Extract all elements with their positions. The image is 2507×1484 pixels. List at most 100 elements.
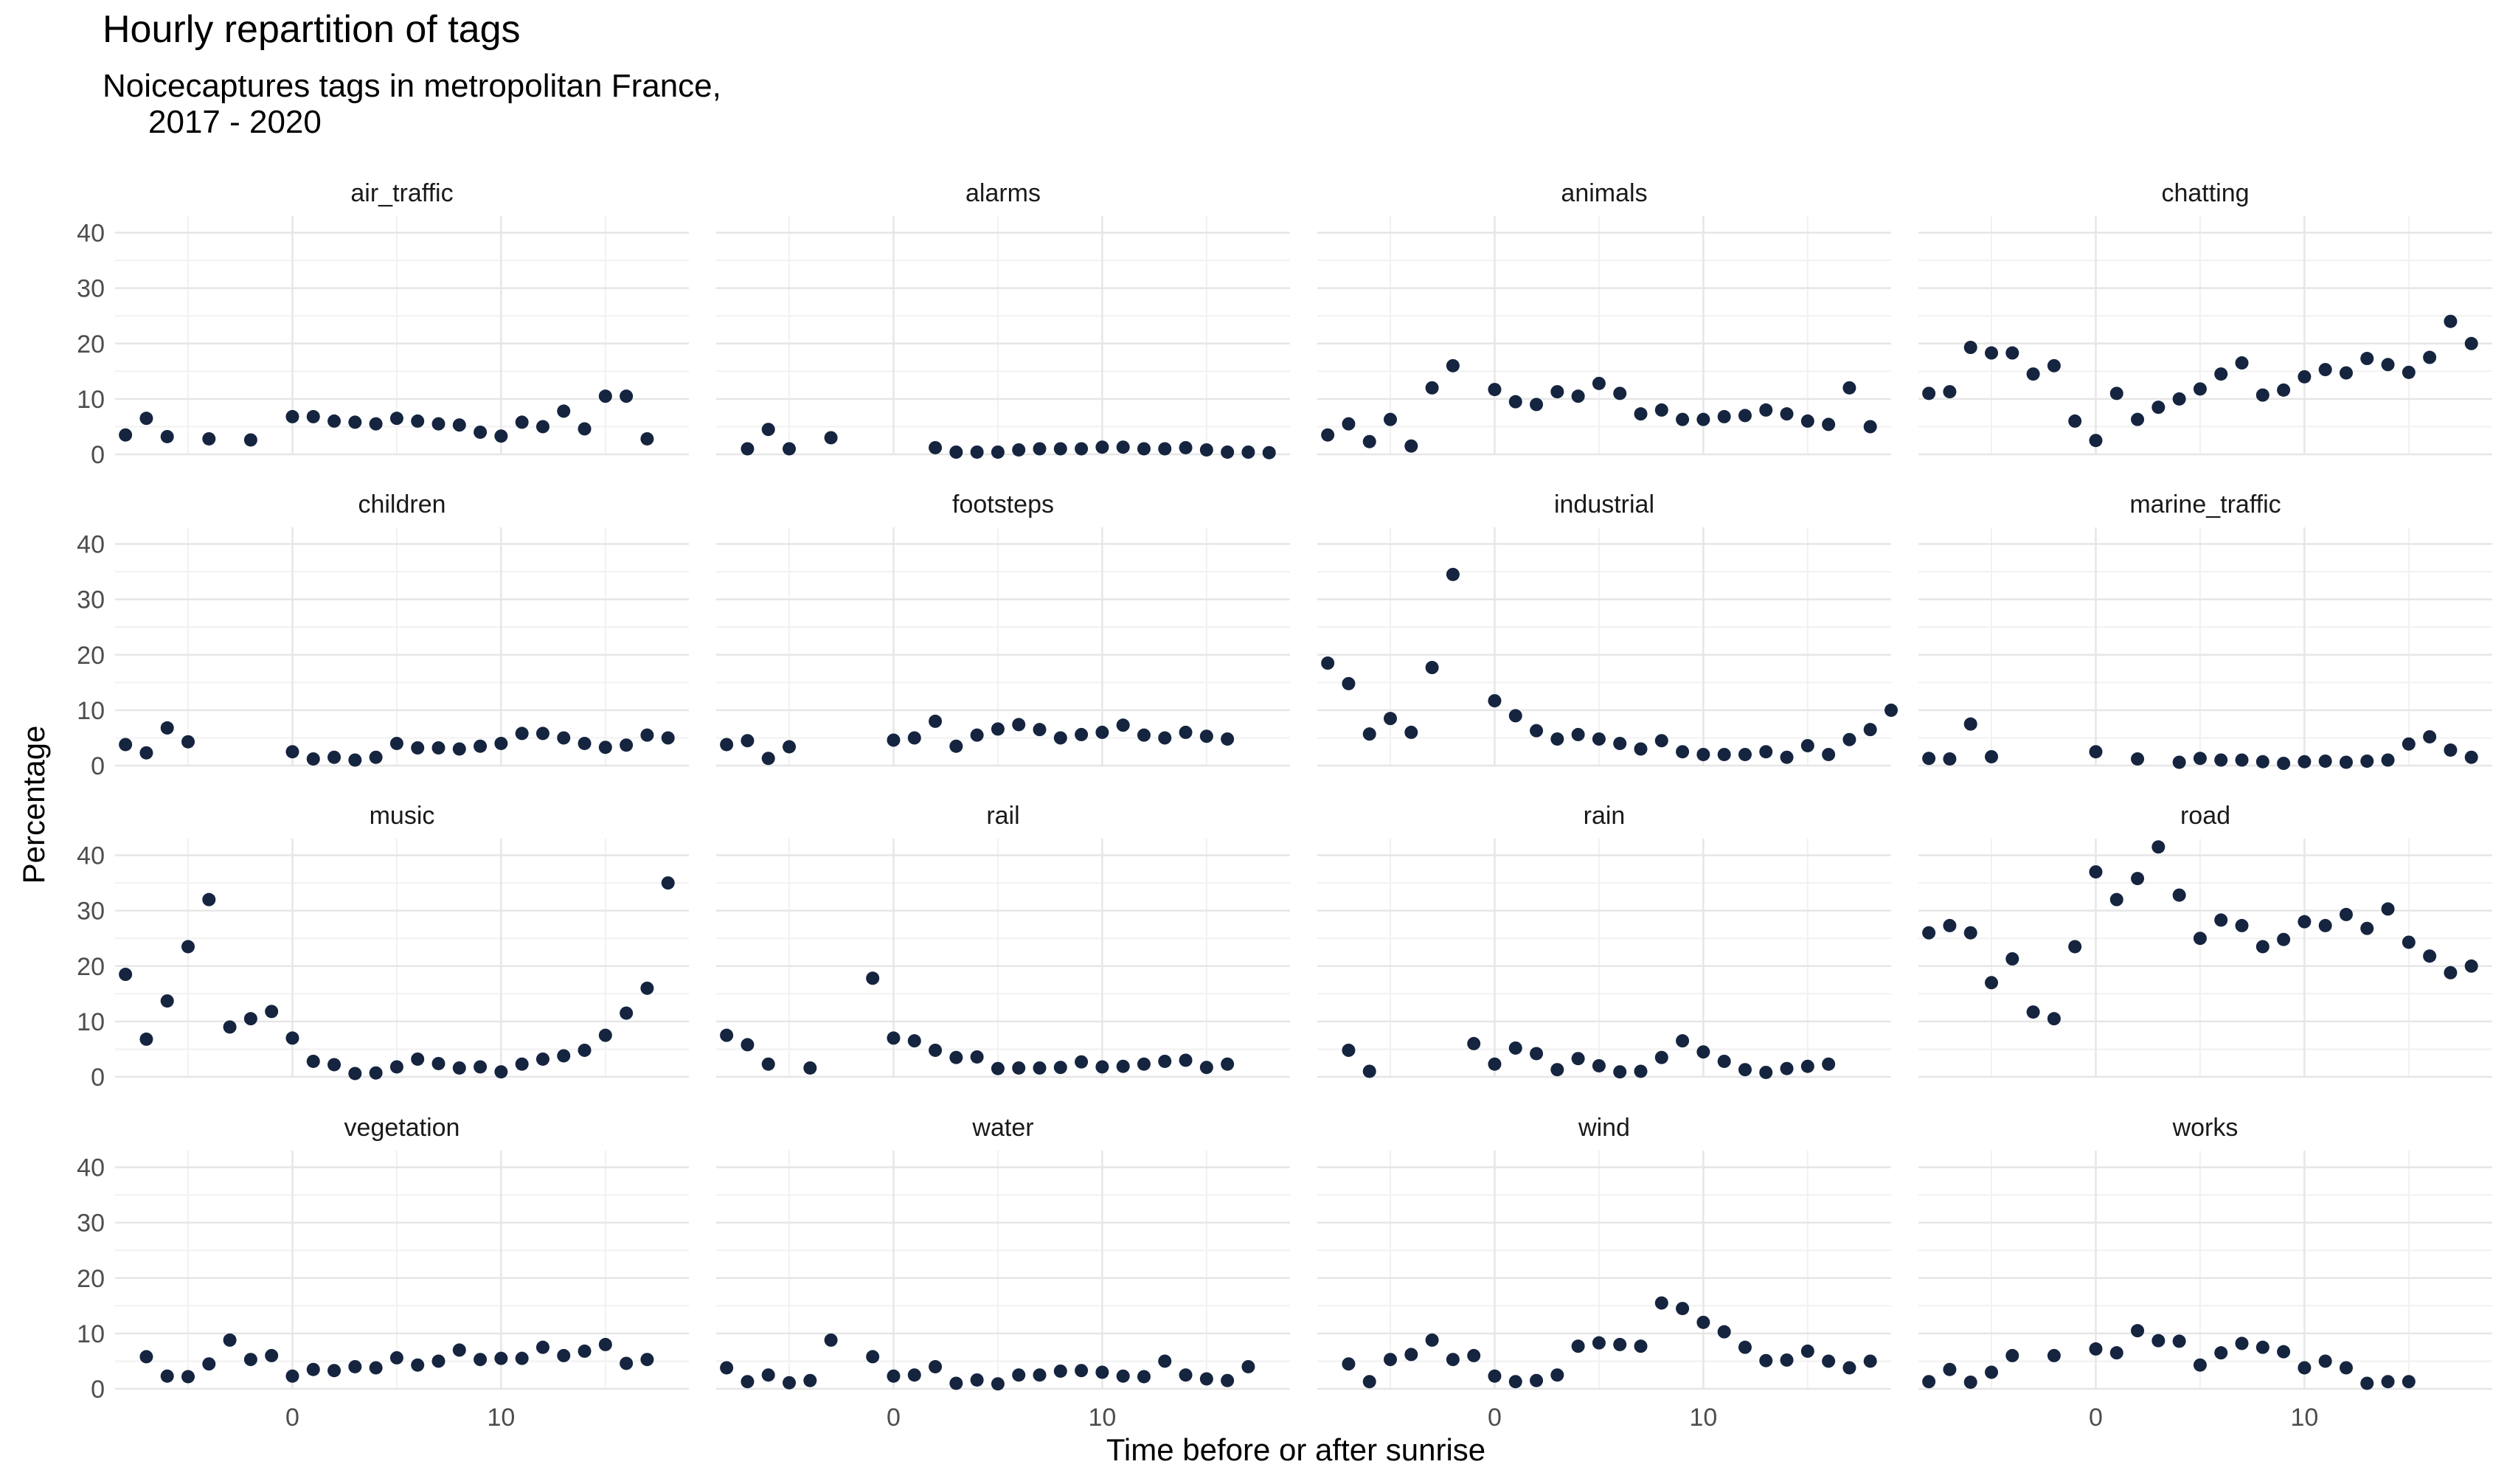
y-tick-label: 30	[77, 1210, 105, 1238]
data-point	[1985, 976, 1999, 990]
data-point	[431, 417, 445, 431]
data-point	[1759, 403, 1773, 417]
data-point	[369, 1066, 383, 1080]
data-point	[1550, 732, 1564, 746]
data-point	[1922, 386, 1936, 401]
data-point	[2214, 1346, 2228, 1360]
data-point	[1963, 717, 1977, 731]
panel-alarms: alarms	[716, 179, 1290, 460]
panel-rain: rain	[1317, 802, 1891, 1079]
panel-vegetation: vegetation 0 10 20 30 40 0 10	[77, 1114, 689, 1432]
data-point	[991, 445, 1005, 459]
data-point	[2464, 750, 2478, 764]
data-point	[1530, 398, 1544, 412]
data-point	[1717, 747, 1731, 761]
data-point	[2193, 752, 2207, 766]
data-point	[783, 1376, 797, 1390]
data-point	[1508, 709, 1522, 723]
data-point	[1613, 1337, 1627, 1351]
data-point	[2109, 386, 2123, 401]
data-point	[1199, 443, 1213, 457]
data-point	[202, 1357, 216, 1371]
data-point	[1342, 1357, 1356, 1371]
data-point	[1221, 445, 1235, 459]
data-point	[1717, 1325, 1731, 1339]
data-point	[2131, 752, 2145, 766]
data-point	[970, 728, 984, 742]
data-point	[389, 736, 403, 750]
data-point	[640, 728, 654, 742]
data-point	[1384, 412, 1398, 426]
y-tick-label: 40	[77, 220, 105, 248]
data-point	[1137, 1370, 1151, 1384]
data-point	[1654, 734, 1668, 748]
data-point	[2381, 1375, 2395, 1389]
data-point	[1012, 718, 1026, 732]
data-point	[1116, 440, 1130, 454]
data-point	[243, 433, 257, 447]
data-point	[991, 722, 1005, 736]
y-tick-label: 30	[77, 275, 105, 303]
facet-strip-label: chatting	[2161, 179, 2249, 207]
data-point	[1780, 1353, 1794, 1367]
data-point	[1075, 1364, 1089, 1378]
data-point	[1943, 918, 1957, 932]
data-point	[265, 1005, 279, 1019]
data-point	[1800, 414, 1814, 428]
data-point	[1780, 407, 1794, 421]
data-point	[474, 1060, 488, 1074]
data-point	[139, 1350, 153, 1364]
y-tick-label: 40	[77, 531, 105, 559]
data-point	[1759, 1065, 1773, 1079]
data-point	[720, 738, 734, 752]
data-point	[720, 1361, 734, 1375]
data-point	[452, 1343, 466, 1357]
data-point	[2381, 902, 2395, 916]
data-point	[1179, 725, 1193, 739]
data-point	[1592, 1058, 1606, 1072]
data-point	[2131, 412, 2145, 426]
facet-strip-label: industrial	[1554, 490, 1654, 519]
y-tick-label: 10	[77, 1008, 105, 1036]
data-point	[1404, 439, 1418, 453]
data-point	[411, 1358, 425, 1372]
x-tick-label: 10	[487, 1404, 515, 1432]
facet-strip-label: rain	[1584, 802, 1626, 830]
data-point	[2464, 959, 2478, 973]
data-point	[1179, 440, 1193, 454]
data-point	[741, 442, 755, 456]
data-point	[907, 1034, 921, 1048]
data-point	[1508, 1041, 1522, 1055]
data-point	[119, 968, 133, 982]
data-point	[348, 415, 362, 429]
data-point	[2151, 401, 2166, 415]
data-point	[2360, 352, 2374, 366]
facet-strip-label: water	[971, 1114, 1033, 1142]
x-tick-label: 0	[285, 1404, 299, 1432]
data-point	[369, 417, 383, 431]
data-point	[535, 420, 549, 434]
data-point	[1738, 747, 1752, 761]
data-point	[949, 1376, 963, 1390]
data-point	[1095, 440, 1109, 454]
data-point	[1634, 1339, 1648, 1353]
data-point	[2339, 1361, 2353, 1375]
data-point	[1963, 926, 1977, 940]
data-point	[620, 1356, 634, 1370]
data-point	[1530, 1373, 1544, 1387]
data-point	[1467, 1348, 1481, 1362]
data-point	[1676, 1302, 1690, 1316]
data-point	[1759, 745, 1773, 759]
data-point	[1963, 1375, 1977, 1389]
data-point	[761, 1368, 775, 1382]
data-point	[139, 412, 153, 426]
data-point	[2318, 754, 2332, 768]
data-point	[741, 734, 755, 748]
y-tick-label: 0	[91, 1064, 105, 1092]
data-point	[783, 442, 797, 456]
data-point	[1241, 1359, 1255, 1373]
data-point	[661, 731, 675, 745]
data-point	[202, 431, 216, 445]
data-point	[1158, 731, 1172, 745]
data-point	[1780, 1061, 1794, 1075]
